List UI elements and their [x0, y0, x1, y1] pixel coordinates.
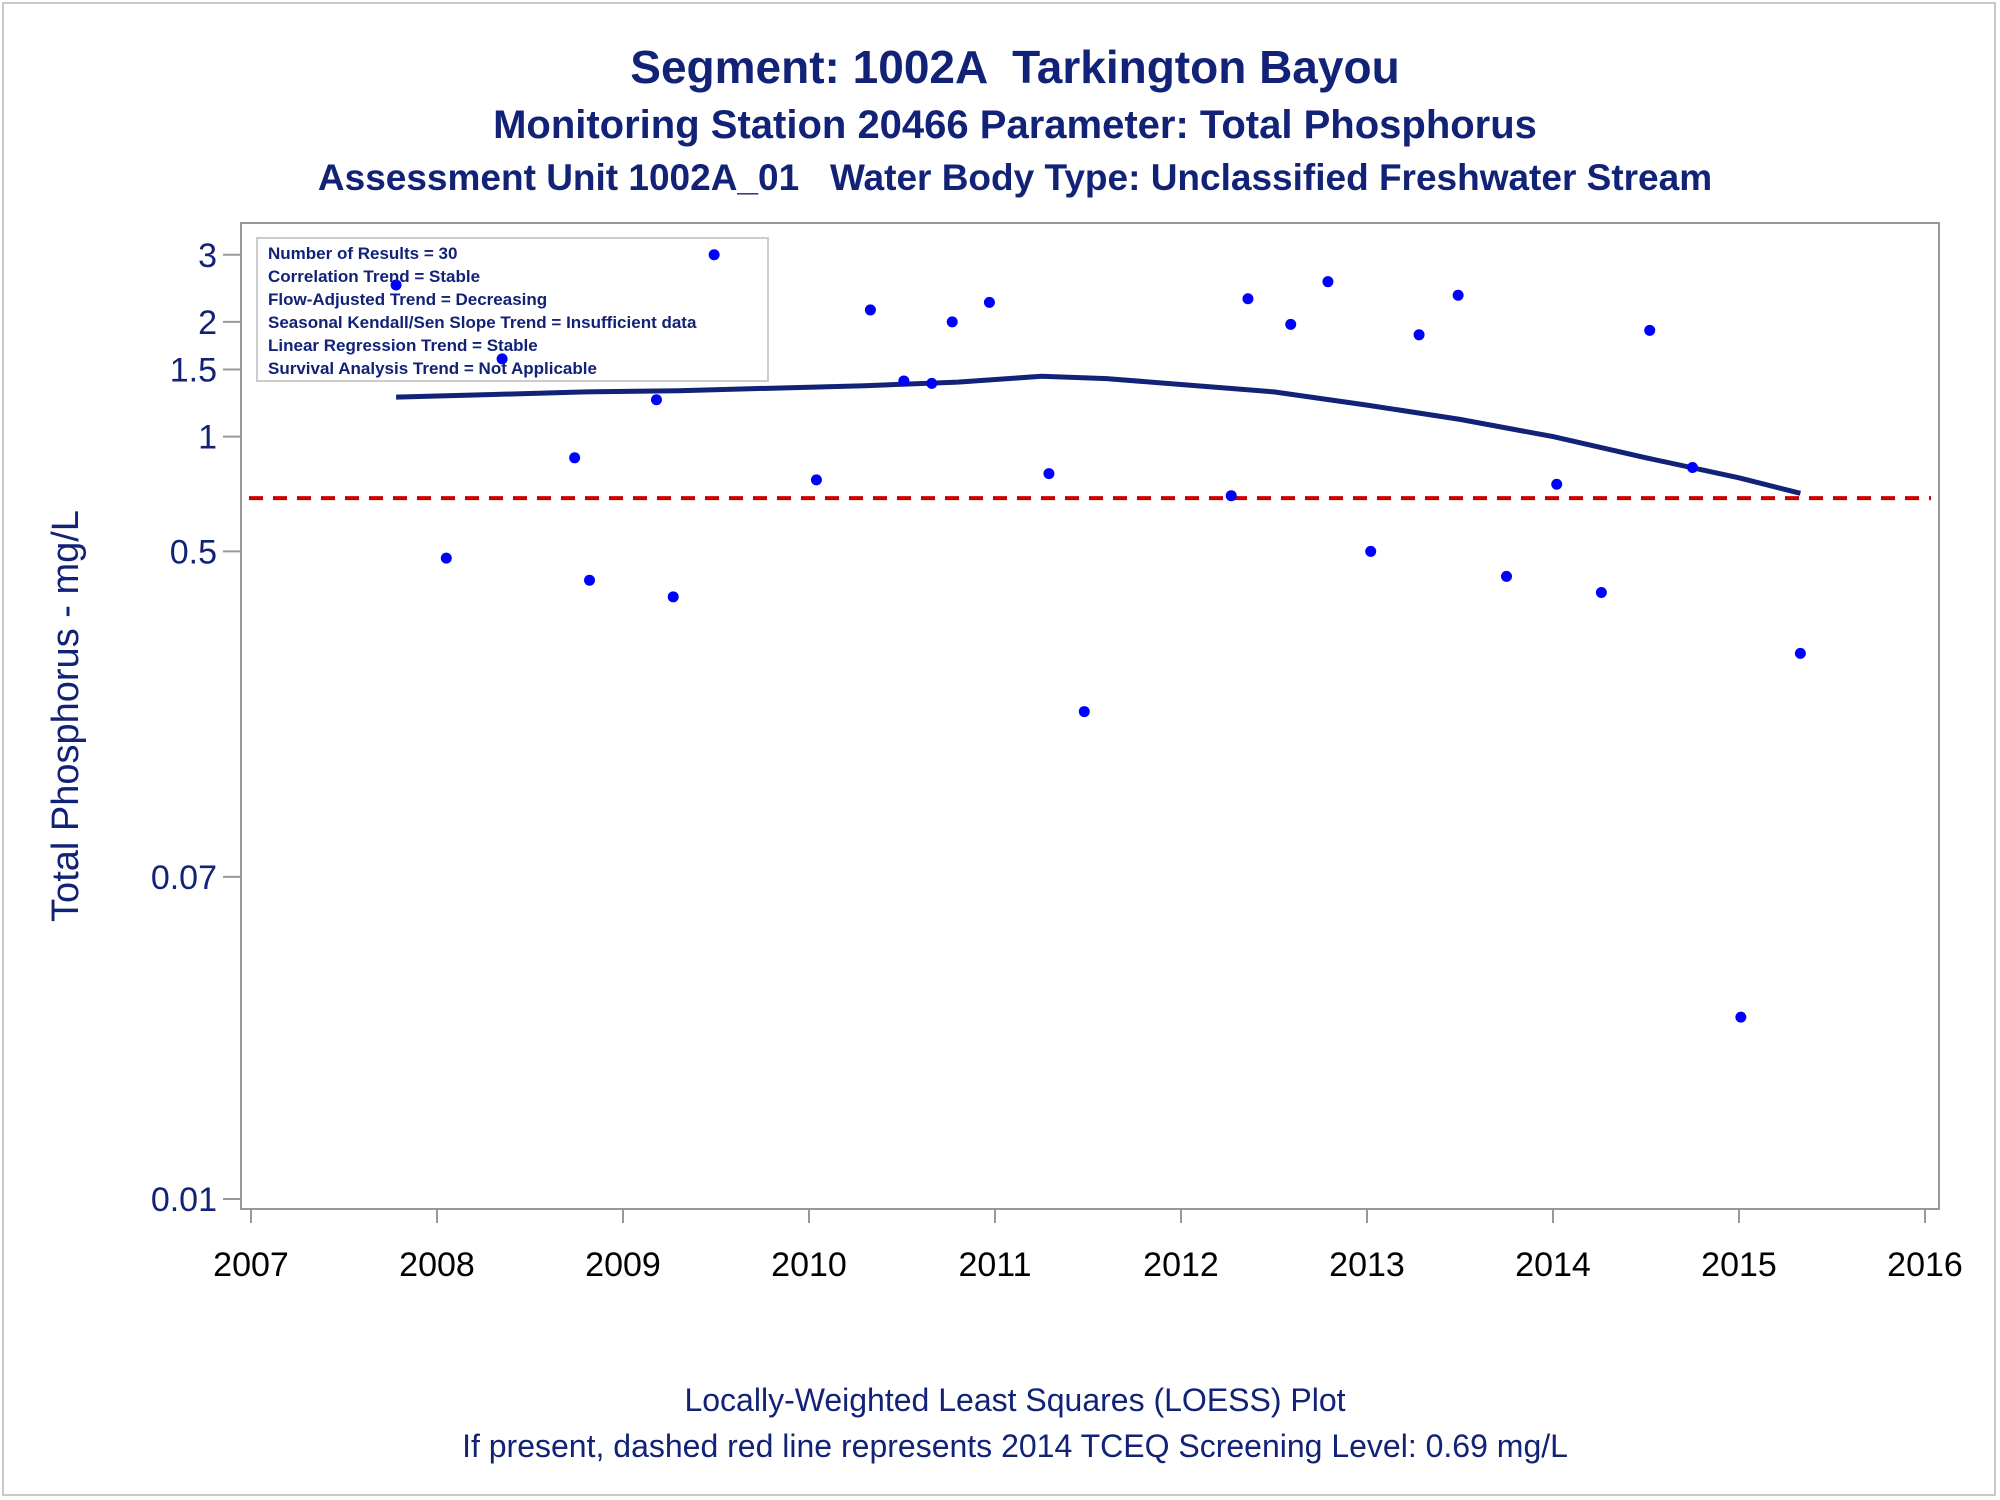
data-point-20	[1365, 545, 1377, 557]
x-tick-label-4: 2011	[958, 1246, 1031, 1284]
stats-flow-adjusted-trend: Flow-Adjusted Trend = Decreasing	[268, 290, 547, 309]
x-tick-label-7: 2014	[1515, 1246, 1591, 1284]
x-tick-label-8: 2015	[1701, 1246, 1777, 1284]
stats-survival-analysis-trend: Survival Analysis Trend = Not Applicable	[268, 359, 597, 378]
y-axis: 3 2 1.5 1 0.5 0.07 0.01	[151, 237, 241, 1219]
stats-linear-regression-trend: Linear Regression Trend = Stable	[268, 336, 538, 355]
y-tick-label-2: 1.5	[170, 352, 217, 390]
x-tick-label-6: 2013	[1329, 1246, 1405, 1284]
plot-area	[240, 222, 1940, 1210]
stats-seasonal-kendall-trend: Seasonal Kendall/Sen Slope Trend = Insuf…	[268, 313, 697, 332]
data-point-25	[1595, 587, 1607, 599]
footnote-screening-level: If present, dashed red line represents 2…	[462, 1428, 1568, 1464]
data-point-22	[1452, 289, 1464, 301]
data-point-9	[864, 304, 876, 316]
data-point-8	[810, 474, 822, 486]
data-point-6	[667, 591, 679, 603]
data-point-15	[1078, 706, 1090, 718]
y-tick-label-6: 0.01	[151, 1181, 217, 1219]
stats-box: Number of Results = 30 Correlation Trend…	[256, 237, 769, 382]
x-tick-label-0: 2007	[213, 1246, 289, 1284]
data-point-4	[584, 574, 596, 586]
data-point-18	[1285, 318, 1297, 330]
y-tick-label-5: 0.07	[151, 859, 217, 897]
x-tick-label-2: 2009	[585, 1246, 661, 1284]
data-point-7	[708, 249, 720, 261]
data-point-12	[946, 316, 958, 328]
data-points	[390, 249, 1806, 1023]
data-point-3	[569, 452, 581, 464]
data-point-0	[390, 279, 402, 291]
data-point-17	[1242, 293, 1254, 305]
y-tick-label-1: 2	[198, 304, 217, 342]
stats-correlation-trend: Correlation Trend = Stable	[268, 267, 480, 286]
loess-curve	[396, 373, 1802, 496]
x-tick-label-5: 2012	[1143, 1246, 1219, 1284]
x-tick-label-3: 2010	[771, 1246, 847, 1284]
data-point-19	[1322, 276, 1334, 288]
data-point-21	[1413, 329, 1425, 341]
data-point-24	[1551, 478, 1563, 490]
chart-title: Segment: 1002A Tarkington Bayou	[630, 41, 1400, 93]
chart-subtitle-station: Monitoring Station 20466 Parameter: Tota…	[493, 103, 1537, 147]
x-tick-label-1: 2008	[399, 1246, 475, 1284]
y-tick-label-3: 1	[198, 419, 217, 457]
y-tick-label-0: 3	[198, 237, 217, 275]
x-tick-label-9: 2016	[1887, 1246, 1963, 1284]
data-point-16	[1225, 490, 1237, 502]
footnote-loess: Locally-Weighted Least Squares (LOESS) P…	[684, 1382, 1346, 1418]
data-point-23	[1501, 570, 1512, 582]
chart-subtitle-assessment: Assessment Unit 1002A_01 Water Body Type…	[317, 157, 1713, 198]
data-point-5	[650, 394, 662, 406]
data-point-27	[1687, 461, 1698, 473]
x-axis: 2007 2008 2009 2010 2011 2012 2013 2014 2015 2016	[213, 1209, 1963, 1284]
data-point-29	[1794, 647, 1806, 659]
y-tick-label-4: 0.5	[170, 533, 217, 571]
data-point-28	[1735, 1011, 1747, 1023]
data-point-13	[983, 296, 995, 308]
data-point-26	[1644, 324, 1656, 336]
data-point-2	[496, 353, 508, 365]
data-point-10	[898, 375, 910, 387]
y-axis-label: Total Phosphorus - mg/L	[45, 510, 87, 922]
stats-box-frame	[256, 237, 769, 382]
data-point-11	[926, 377, 938, 389]
stats-number-of-results: Number of Results = 30	[268, 244, 457, 263]
data-point-1	[440, 552, 452, 564]
data-point-14	[1043, 468, 1055, 480]
